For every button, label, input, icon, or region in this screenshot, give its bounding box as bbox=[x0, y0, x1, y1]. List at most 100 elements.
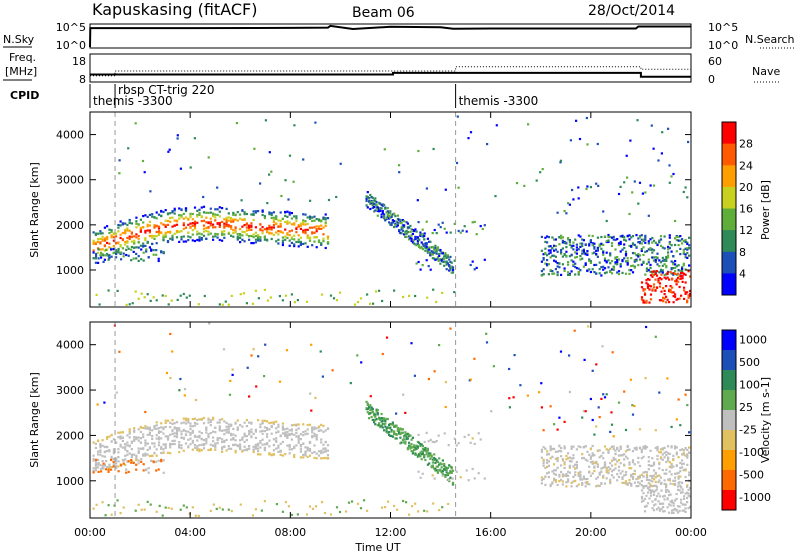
scatter-cell bbox=[438, 457, 441, 460]
scatter-cell bbox=[313, 444, 316, 447]
scatter-cell bbox=[202, 230, 206, 233]
scatter-cell bbox=[651, 270, 654, 273]
scatter-cell bbox=[365, 195, 368, 198]
scatter-cell bbox=[324, 213, 327, 216]
scatter-cell bbox=[164, 231, 167, 234]
scatter-cell bbox=[672, 511, 675, 514]
scatter-cell bbox=[338, 291, 342, 294]
scatter-cell bbox=[302, 213, 305, 216]
scatter-cell bbox=[574, 262, 577, 265]
scatter-cell bbox=[612, 445, 615, 448]
scatter-cell bbox=[584, 243, 587, 246]
scatter-cell bbox=[438, 463, 441, 466]
scatter-cell bbox=[272, 219, 275, 222]
scatter-cell bbox=[239, 233, 242, 236]
scatter-cell bbox=[404, 232, 407, 235]
scatter-cell bbox=[600, 274, 603, 277]
scatter-cell bbox=[652, 478, 656, 481]
scatter-cell bbox=[182, 217, 185, 220]
scatter-cell bbox=[193, 225, 197, 228]
scatter-cell bbox=[585, 187, 588, 191]
freq-tick-bottom: 8 bbox=[79, 73, 86, 86]
time-x-axis: 00:00 04:00 08:00 12:00 16:00 20:00 00:00 bbox=[74, 112, 707, 539]
scatter-cell bbox=[259, 239, 262, 242]
scatter-cell bbox=[396, 221, 399, 224]
scatter-cell bbox=[598, 456, 601, 459]
scatter-cell bbox=[146, 426, 149, 429]
scatter-cell bbox=[573, 329, 576, 332]
scatter-cell bbox=[584, 485, 587, 488]
y-tick-label: 2000 bbox=[56, 219, 84, 232]
scatter-cell bbox=[619, 454, 622, 457]
scatter-cell bbox=[281, 239, 284, 242]
scatter-cell bbox=[193, 424, 197, 427]
scatter-cell bbox=[302, 442, 305, 445]
scatter-cell bbox=[304, 223, 307, 226]
scatter-cell bbox=[591, 472, 594, 475]
scatter-cell bbox=[117, 460, 120, 463]
scatter-cell bbox=[425, 453, 428, 456]
scatter-cell bbox=[560, 273, 563, 276]
scatter-cell bbox=[108, 435, 111, 438]
scatter-cell bbox=[674, 293, 677, 296]
scatter-cell bbox=[444, 475, 447, 478]
scatter-cell bbox=[668, 278, 671, 281]
scatter-cell bbox=[443, 432, 446, 435]
scatter-cell bbox=[125, 468, 128, 471]
scatter-cell bbox=[106, 225, 109, 228]
scatter-cell bbox=[610, 411, 613, 414]
scatter-cell bbox=[200, 238, 203, 241]
scatter-cell bbox=[122, 506, 125, 509]
scatter-cell bbox=[187, 421, 190, 424]
scatter-cell bbox=[371, 196, 374, 199]
scatter-cell bbox=[549, 483, 552, 486]
scatter-cell bbox=[467, 479, 470, 482]
scatter-cell bbox=[166, 438, 170, 441]
scatter-cell bbox=[317, 218, 321, 221]
scatter-cell bbox=[596, 255, 599, 258]
scatter-cell bbox=[682, 462, 685, 465]
scatter-cell bbox=[155, 230, 158, 234]
scatter-cell bbox=[393, 431, 396, 434]
scatter-cell bbox=[189, 437, 192, 440]
scatter-cell bbox=[570, 460, 573, 463]
scatter-cell bbox=[649, 298, 653, 301]
scatter-cell bbox=[134, 509, 137, 512]
scatter-cell bbox=[381, 422, 384, 425]
scatter-cell bbox=[686, 455, 689, 458]
scatter-cell bbox=[638, 446, 642, 449]
scatter-cell bbox=[173, 212, 176, 215]
scatter-cell bbox=[270, 425, 273, 429]
scatter-cell bbox=[556, 211, 559, 214]
scatter-cell bbox=[413, 242, 416, 245]
scatter-cell bbox=[429, 268, 432, 271]
scatter-cell bbox=[173, 209, 176, 212]
scatter-cell bbox=[645, 478, 649, 481]
velocity-scatter bbox=[92, 322, 692, 517]
scatter-cell bbox=[315, 246, 318, 249]
scatter-cell bbox=[657, 492, 660, 495]
scatter-cell bbox=[322, 237, 325, 240]
scatter-cell bbox=[257, 447, 260, 450]
scatter-cell bbox=[116, 499, 119, 502]
scatter-cell bbox=[302, 158, 305, 161]
scatter-cell bbox=[175, 231, 179, 234]
scatter-cell bbox=[121, 446, 124, 449]
scatter-cell bbox=[667, 256, 670, 259]
scatter-cell bbox=[281, 299, 284, 302]
scatter-cell bbox=[216, 213, 219, 216]
scatter-cell bbox=[234, 434, 237, 437]
scatter-cell bbox=[393, 425, 396, 428]
scatter-cell bbox=[419, 234, 422, 237]
scatter-cell bbox=[680, 498, 683, 501]
scatter-cell bbox=[209, 220, 212, 223]
scatter-cell bbox=[663, 259, 666, 262]
scatter-cell bbox=[142, 447, 145, 450]
scatter-cell bbox=[660, 152, 663, 155]
scatter-cell bbox=[560, 464, 563, 467]
x-tick-label: 04:00 bbox=[174, 526, 206, 539]
scatter-cell bbox=[547, 453, 550, 456]
scatter-cell bbox=[577, 472, 580, 475]
scatter-cell bbox=[582, 410, 585, 413]
scatter-cell bbox=[311, 226, 314, 229]
